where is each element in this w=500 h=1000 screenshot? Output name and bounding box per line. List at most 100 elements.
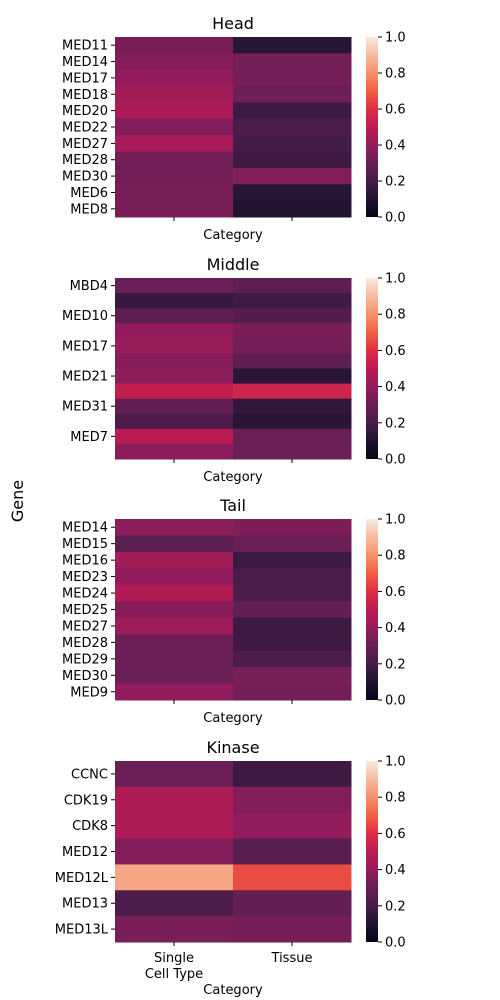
- heatmap-cell: [233, 200, 352, 218]
- heatmap-cell: [233, 135, 352, 153]
- heatmap-cell: [115, 413, 234, 430]
- row-tick-label: MED22: [62, 121, 108, 136]
- heatmap-cell: [115, 167, 234, 185]
- heatmap-cell: [115, 368, 234, 385]
- panel-title: Head: [212, 14, 254, 33]
- heatmap-cell: [233, 53, 352, 71]
- row-tick-label: MED10: [62, 309, 108, 324]
- heatmap-cell: [115, 118, 234, 136]
- colorbar-tick-label: 0.8: [385, 308, 406, 323]
- heatmap-cell: [233, 667, 352, 685]
- heatmap-cell: [115, 323, 234, 339]
- heatmap-cell: [115, 383, 234, 400]
- heatmap-cell: [115, 308, 234, 324]
- heatmap-cell: [115, 838, 234, 865]
- row-tick-label: MED13L: [55, 923, 109, 938]
- heatmap-cell: [233, 650, 352, 668]
- panel-middle: MBD4 MED10 MED17 MED21 MED31 MED7 Middle Catego…: [62, 255, 406, 485]
- heatmap-cell: [233, 69, 352, 87]
- heatmap-cell: [233, 338, 352, 354]
- heatmap-cell: [233, 383, 352, 400]
- heatmap-cell: [233, 890, 352, 917]
- heatmap-cell: [233, 761, 352, 788]
- panel-title: Tail: [219, 496, 246, 515]
- colorbar-tick-label: 0.0: [385, 453, 406, 468]
- row-tick-label: MED21: [62, 370, 108, 385]
- heatmap-cell: [233, 368, 352, 385]
- row-tick-label: MED12L: [55, 871, 109, 886]
- row-tick-label: MBD4: [70, 279, 108, 294]
- heatmap-cell: [115, 761, 234, 788]
- colorbar-tick-label: 0.6: [385, 103, 406, 118]
- heatmap-cell: [233, 519, 352, 536]
- heatmap-cell: [115, 443, 234, 460]
- colorbar-tick-label: 0.0: [385, 694, 406, 709]
- colorbar-tick-label: 0.4: [385, 621, 406, 636]
- row-tick-label: MED14: [62, 55, 108, 70]
- heatmap-cell: [233, 278, 352, 294]
- row-tick-label: MED8: [70, 202, 108, 217]
- row-tick-label: MED15: [62, 537, 108, 552]
- colorbar-tick-label: 0.0: [385, 936, 406, 951]
- heatmap-cell: [233, 413, 352, 430]
- colorbar-tick-label: 0.6: [385, 585, 406, 600]
- row-tick-label: MED13: [62, 897, 108, 912]
- heatmap-cell: [233, 551, 352, 569]
- heatmap-cell: [233, 617, 352, 635]
- row-tick-label: MED23: [62, 570, 108, 585]
- heatmap-cell: [233, 167, 352, 185]
- row-tick-label: CDK8: [72, 819, 108, 834]
- heatmap-cell: [115, 786, 234, 814]
- colorbar-tick-label: 0.0: [385, 211, 406, 226]
- heatmap-cell: [233, 102, 352, 120]
- row-tick-label: MED29: [62, 652, 108, 667]
- heatmap-cell: [233, 353, 352, 369]
- heatmap-cell: [115, 601, 234, 619]
- heatmap-cell: [233, 786, 352, 814]
- colorbar-tick-label: 0.2: [385, 899, 406, 914]
- colorbar-tick-label: 0.8: [385, 791, 406, 806]
- row-tick-label: MED6: [70, 186, 108, 201]
- heatmap-cell: [233, 86, 352, 103]
- heatmap-cell: [233, 634, 352, 652]
- heatmap-cell: [115, 634, 234, 652]
- heatmap-cell: [115, 568, 234, 586]
- heatmap-cell: [233, 293, 352, 309]
- panel-title: Kinase: [206, 738, 259, 757]
- heatmap-cell: [115, 650, 234, 668]
- heatmap-cell: [233, 683, 352, 701]
- heatmap-cell: [115, 37, 234, 54]
- panel-kinase: CCNC CDK19 CDK8 MED12 MED12L MED13 MED13L Singl…: [55, 738, 406, 998]
- row-tick-label: MED12: [62, 845, 108, 860]
- heatmap-cell: [115, 278, 234, 294]
- colorbar: [366, 278, 378, 459]
- row-tick-label: MED28: [62, 153, 108, 168]
- row-tick-label: MED17: [62, 71, 108, 86]
- heatmap-cell: [115, 584, 234, 602]
- row-tick-label: MED17: [62, 339, 108, 354]
- row-tick-label: MED24: [62, 587, 108, 602]
- heatmap-cell: [115, 353, 234, 369]
- column-tick-label: Tissue: [271, 951, 313, 966]
- heatmap-cell: [233, 428, 352, 445]
- heatmap-cell: [115, 200, 234, 218]
- heatmap-cell: [115, 617, 234, 635]
- heatmap-cell: [115, 890, 234, 917]
- heatmap-cell: [115, 551, 234, 569]
- colorbar-tick-label: 0.6: [385, 827, 406, 842]
- colorbar: [366, 37, 378, 217]
- heatmap-cell: [233, 37, 352, 54]
- heatmap-cell: [115, 338, 234, 354]
- row-tick-label: CDK19: [64, 793, 108, 808]
- x-axis-label: Category: [203, 228, 263, 243]
- heatmap-cell: [115, 53, 234, 71]
- heatmap-cell: [115, 69, 234, 87]
- row-tick-label: CCNC: [71, 767, 108, 782]
- heatmap-cell: [115, 86, 234, 103]
- heatmap-cell: [233, 812, 352, 840]
- row-tick-label: MED30: [62, 669, 108, 684]
- heatmap-cell: [233, 601, 352, 619]
- heatmap-cell: [233, 184, 352, 202]
- heatmap-cell: [115, 812, 234, 840]
